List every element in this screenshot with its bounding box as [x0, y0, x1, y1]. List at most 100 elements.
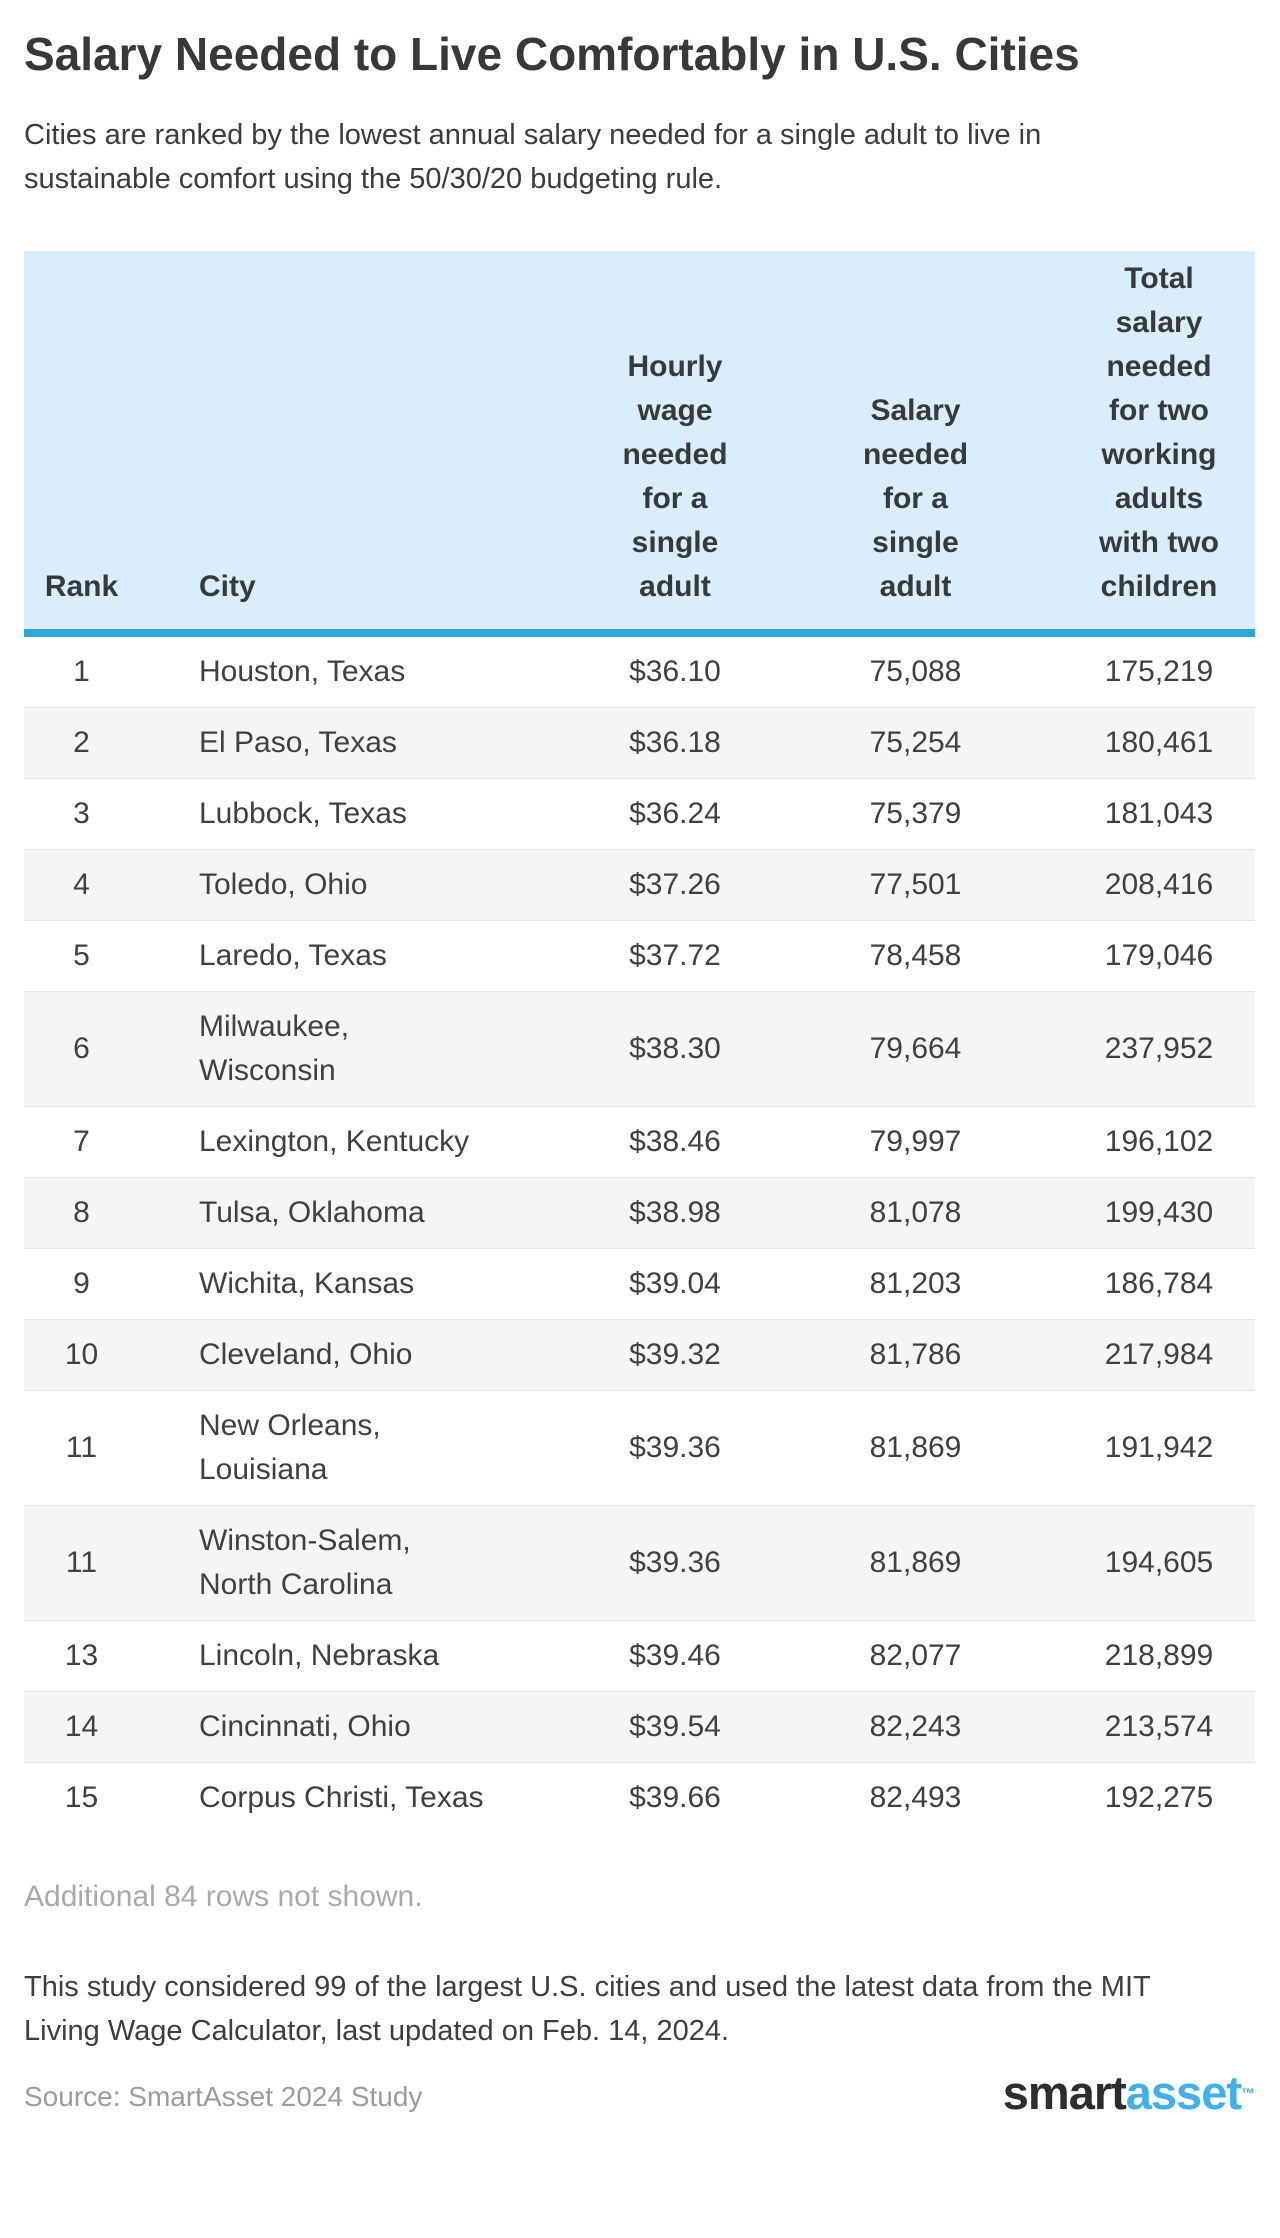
- city-cell: Winston-Salem, North Carolina: [199, 1524, 411, 1601]
- smartasset-logo-asset: asset: [1125, 2066, 1242, 2119]
- hourly-wage-cell: $38.30: [629, 1032, 721, 1065]
- salary-cell: 82,493: [869, 1781, 962, 1814]
- rows-not-shown-note: Additional 84 rows not shown.: [24, 1880, 423, 1913]
- hourly-wage-cell: $38.98: [629, 1196, 721, 1229]
- table-row: 5 Laredo, Texas $37.72 78,458 179,046: [24, 920, 1255, 992]
- hourly-wage-cell: $38.46: [629, 1125, 721, 1158]
- hourly-wage-cell: $39.46: [629, 1639, 721, 1672]
- table-row: 13 Lincoln, Nebraska $39.46 82,077 218,899: [24, 1620, 1255, 1692]
- hourly-wage-cell: $39.32: [629, 1338, 721, 1371]
- salary-cell: 82,077: [869, 1639, 962, 1672]
- table-row: 2 El Paso, Texas $36.18 75,254 180,461: [24, 707, 1255, 779]
- salary-column-header: Salary needed for a single adult: [768, 251, 1063, 633]
- hourly-wage-cell: $37.26: [629, 868, 721, 901]
- hourly-wage-cell: $39.66: [629, 1781, 721, 1814]
- salary-cell: 77,501: [869, 868, 962, 901]
- page-subtitle: Cities are ranked by the lowest annual s…: [24, 119, 1042, 195]
- city-cell: Lubbock, Texas: [199, 797, 407, 830]
- total-salary-cell: 196,102: [1104, 1125, 1214, 1158]
- city-cell: Cleveland, Ohio: [199, 1338, 413, 1371]
- salary-table: Rank City Hourly wage needed for a singl…: [24, 251, 1255, 1833]
- table-row: 8 Tulsa, Oklahoma $38.98 81,078 199,430: [24, 1177, 1255, 1249]
- hourly-wage-cell: $36.18: [629, 726, 721, 759]
- salary-cell: 79,997: [869, 1125, 962, 1158]
- rank-cell: 9: [73, 1267, 90, 1300]
- table-row: 7 Lexington, Kentucky $38.46 79,997 196,102: [24, 1106, 1255, 1178]
- hourly-wage-cell: $39.04: [629, 1267, 721, 1300]
- salary-cell: 81,078: [869, 1196, 962, 1229]
- smartasset-logo-smart: smart: [1002, 2066, 1127, 2119]
- rank-column-header: Rank: [44, 570, 119, 603]
- total-salary-cell: 191,942: [1104, 1431, 1214, 1464]
- rank-cell: 2: [73, 726, 90, 759]
- rank-cell: 6: [73, 1032, 90, 1065]
- salary-cell: 75,379: [869, 797, 962, 830]
- total-salary-cell: 237,952: [1104, 1032, 1214, 1065]
- city-cell: Lincoln, Nebraska: [199, 1639, 440, 1672]
- table-header-row: Rank City Hourly wage needed for a singl…: [24, 251, 1255, 633]
- rank-cell: 13: [64, 1639, 99, 1672]
- salary-cell: 81,869: [869, 1431, 962, 1464]
- table-header: Rank City Hourly wage needed for a singl…: [24, 251, 1255, 633]
- table-row: 11 New Orleans, Louisiana $39.36 81,869 191,…: [24, 1390, 1255, 1506]
- rank-cell: 15: [64, 1781, 99, 1814]
- city-cell: Corpus Christi, Texas: [199, 1781, 484, 1814]
- total-salary-cell: 199,430: [1104, 1196, 1214, 1229]
- total-salary-cell: 208,416: [1104, 868, 1214, 901]
- source-text: Source: SmartAsset 2024 Study: [24, 2081, 423, 2112]
- rank-cell: 3: [73, 797, 90, 830]
- city-cell: El Paso, Texas: [199, 726, 397, 759]
- table-row: 9 Wichita, Kansas $39.04 81,203 186,784: [24, 1248, 1255, 1320]
- rank-cell: 7: [73, 1125, 90, 1158]
- city-cell: Tulsa, Oklahoma: [199, 1196, 425, 1229]
- total-salary-cell: 175,219: [1104, 655, 1214, 688]
- source-row: Source: SmartAsset 2024 Study smartasset…: [24, 2067, 1255, 2119]
- rank-cell: 5: [73, 939, 90, 972]
- rank-cell: 14: [64, 1710, 99, 1743]
- table-row: 10 Cleveland, Ohio $39.32 81,786 217,984: [24, 1319, 1255, 1391]
- salary-cell: 78,458: [869, 939, 962, 972]
- total-salary-cell: 181,043: [1104, 797, 1214, 830]
- total-salary-cell: 179,046: [1104, 939, 1214, 972]
- salary-cell: 81,203: [869, 1267, 962, 1300]
- salary-cell: 79,664: [869, 1032, 962, 1065]
- city-cell: Milwaukee, Wisconsin: [199, 1010, 350, 1087]
- total-salary-cell: 186,784: [1104, 1267, 1214, 1300]
- hourly-wage-cell: $39.54: [629, 1710, 721, 1743]
- hourly-wage-cell: $39.36: [629, 1546, 721, 1579]
- total-salary-cell: 192,275: [1104, 1781, 1214, 1814]
- city-column-header: City: [199, 570, 256, 603]
- city-cell: New Orleans, Louisiana: [199, 1409, 381, 1486]
- hourly-wage-column-header-text: Hourly wage needed for a single adult: [622, 350, 728, 603]
- page-container: Salary Needed to Live Comfortably in U.S…: [24, 26, 1255, 2119]
- hourly-wage-cell: $39.36: [629, 1431, 721, 1464]
- salary-cell: 82,243: [869, 1710, 962, 1743]
- hourly-wage-column-header: Hourly wage needed for a single adult: [582, 251, 768, 633]
- total-salary-cell: 213,574: [1104, 1710, 1214, 1743]
- rank-cell: 4: [73, 868, 90, 901]
- total-salary-cell: 180,461: [1104, 726, 1214, 759]
- rank-cell: 11: [65, 1546, 98, 1579]
- table-row: 15 Corpus Christi, Texas $39.66 82,493 192,2…: [24, 1762, 1255, 1833]
- total-salary-cell: 218,899: [1104, 1639, 1214, 1672]
- city-cell: Toledo, Ohio: [199, 868, 368, 901]
- table-row: 6 Milwaukee, Wisconsin $38.30 79,664 237,952: [24, 991, 1255, 1107]
- study-footnote: This study considered 99 of the largest …: [24, 1971, 1151, 2047]
- total-salary-cell: 217,984: [1104, 1338, 1214, 1371]
- table-row: 11 Winston-Salem, North Carolina $39.36 81,…: [24, 1505, 1255, 1621]
- rank-cell: 10: [64, 1338, 99, 1371]
- rank-cell: 1: [73, 655, 90, 688]
- hourly-wage-cell: $36.10: [629, 655, 721, 688]
- table-row: 4 Toledo, Ohio $37.26 77,501 208,416: [24, 849, 1255, 921]
- table-row: 1 Houston, Texas $36.10 75,088 175,219: [24, 633, 1255, 708]
- city-cell: Laredo, Texas: [199, 939, 387, 972]
- city-cell: Wichita, Kansas: [199, 1267, 415, 1300]
- hourly-wage-cell: $36.24: [629, 797, 721, 830]
- salary-cell: 75,254: [869, 726, 962, 759]
- city-cell: Houston, Texas: [199, 655, 406, 688]
- salary-cell: 81,786: [869, 1338, 962, 1371]
- salary-column-header-text: Salary needed for a single adult: [862, 394, 969, 603]
- rank-cell: 11: [65, 1431, 98, 1464]
- smartasset-logo: smartasset™: [1003, 2067, 1255, 2119]
- total-salary-cell: 194,605: [1104, 1546, 1214, 1579]
